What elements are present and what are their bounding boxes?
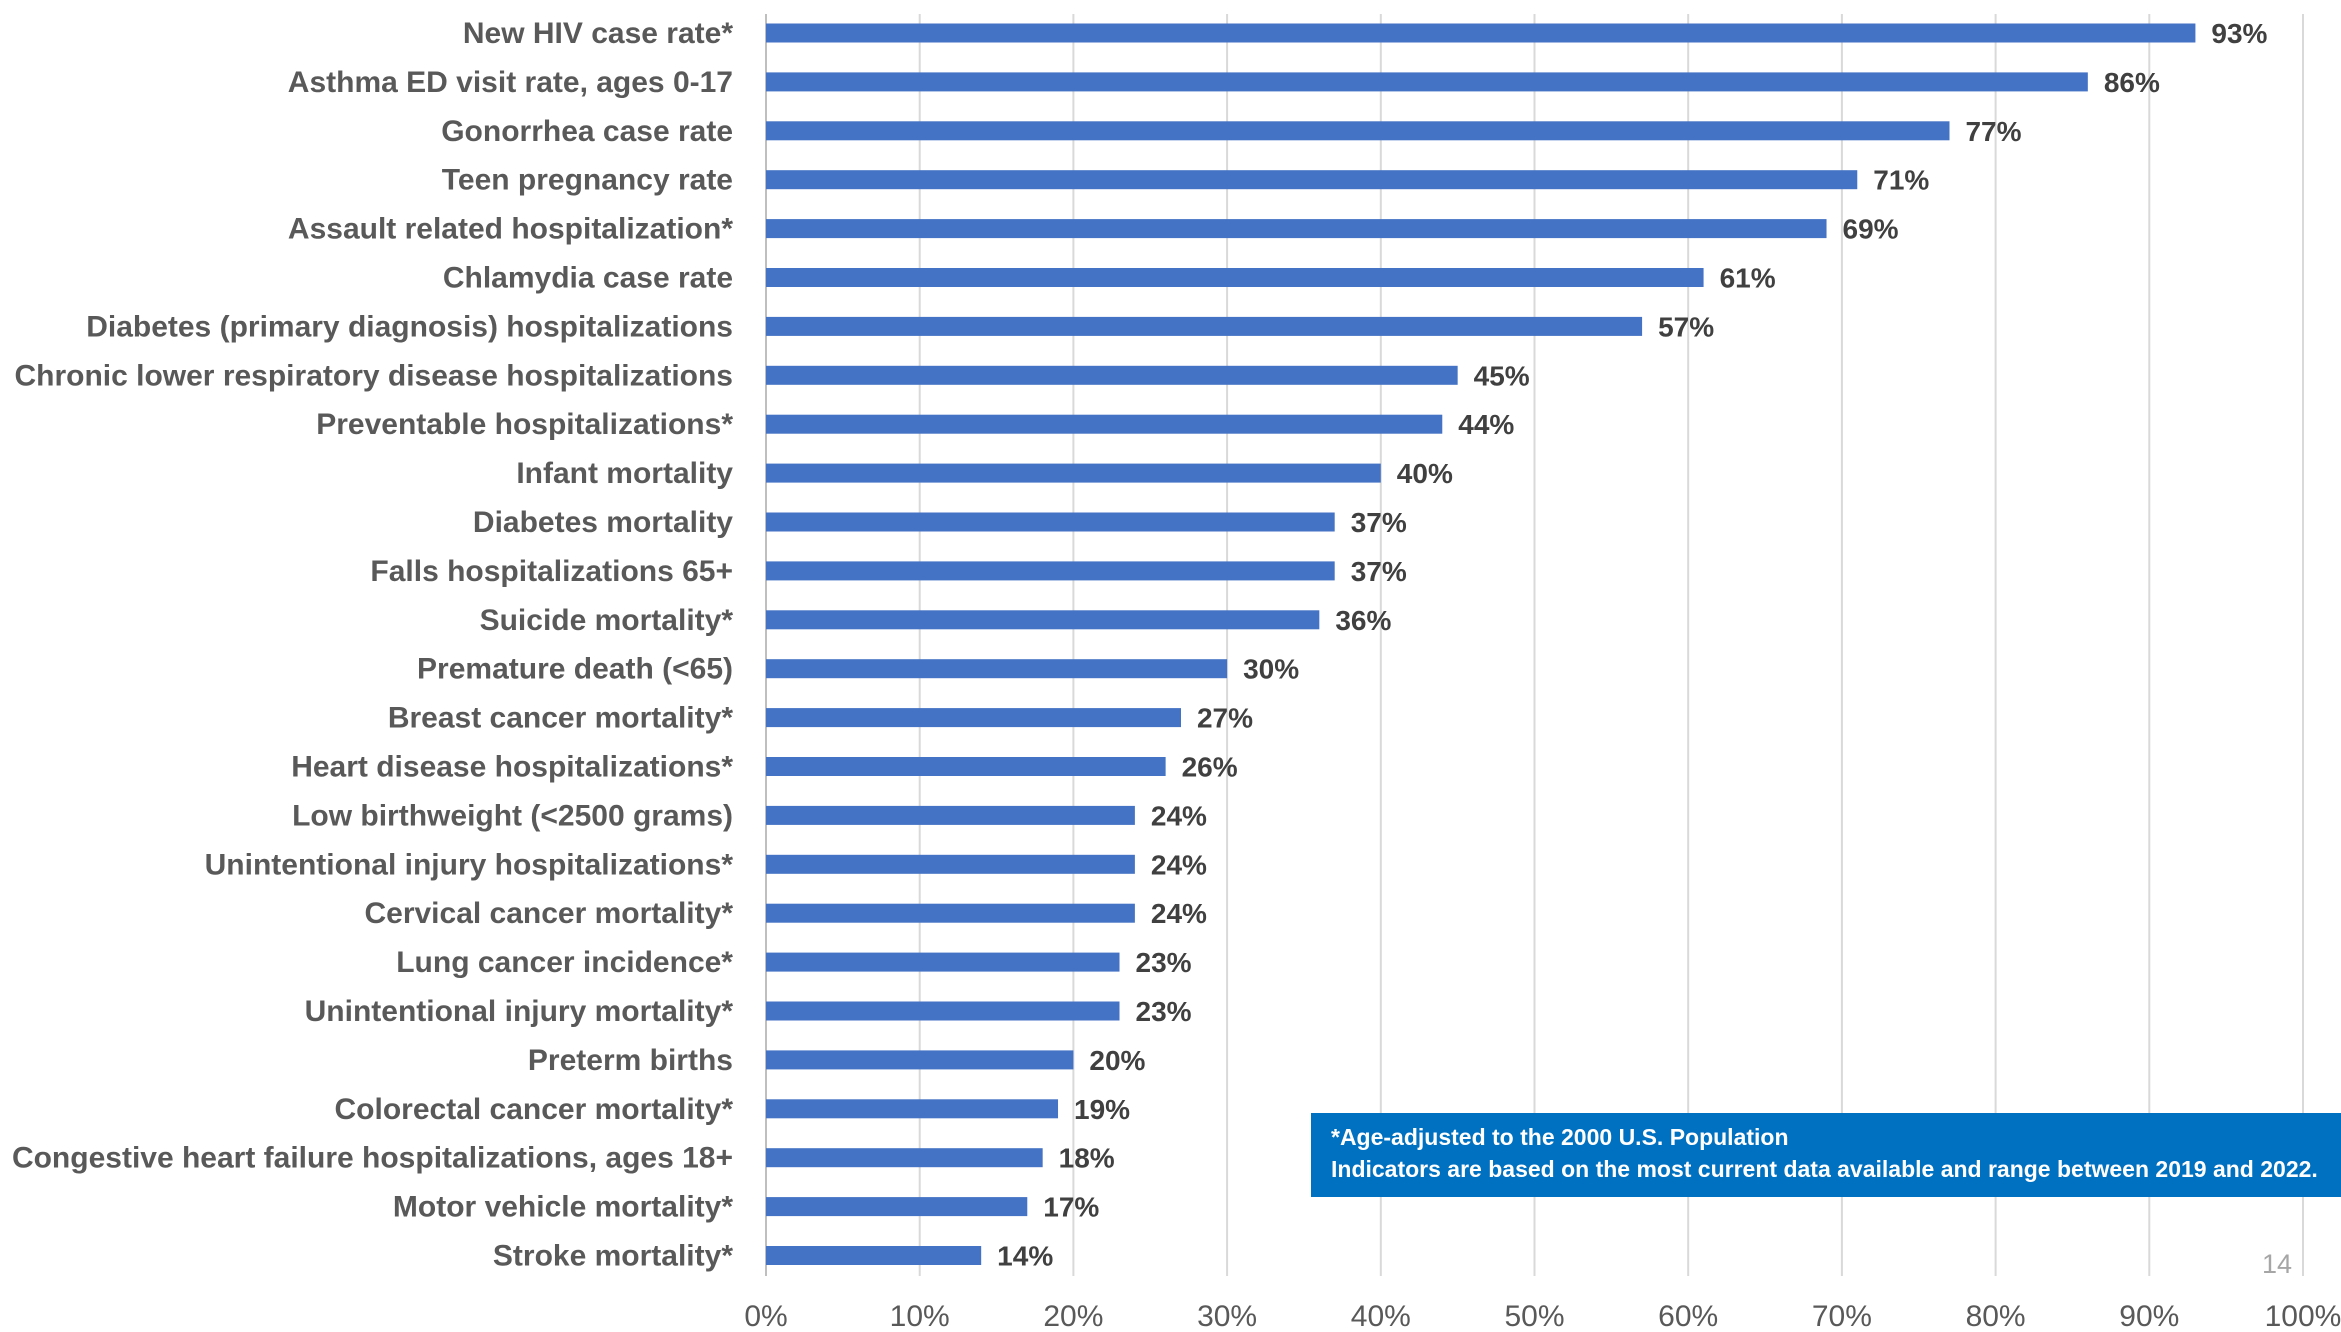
data-label: 19% [1074,1094,1130,1125]
bar [766,708,1181,728]
category-label: Falls hospitalizations 65+ [370,555,733,588]
bar [766,1050,1074,1070]
category-label: Unintentional injury hospitalizations* [205,848,734,881]
x-tick-label: 100% [2265,1300,2341,1332]
data-label: 69% [1843,214,1899,245]
category-label: Gonorrhea case rate [441,115,733,148]
x-axis-tick-labels: 0% 10% 20% 30% 40% 50% 60% 70% 80% 90% 100% [744,1300,2341,1332]
page-number: 14 [2262,1249,2293,1279]
bar [766,170,1858,190]
data-label: 30% [1243,654,1299,685]
category-label: Teen pregnancy rate [442,164,733,197]
data-label: 24% [1151,800,1207,831]
category-label: Colorectal cancer mortality* [335,1093,734,1126]
data-label: 23% [1136,996,1192,1027]
x-tick-label: 30% [1197,1300,1257,1332]
bar [766,659,1228,679]
bar [766,268,1704,287]
category-label: Low birthweight (<2500 grams) [292,799,733,832]
category-label: Cervical cancer mortality* [364,897,733,930]
bar [766,952,1120,972]
data-label: 17% [1043,1192,1099,1223]
category-label: Assault related hospitalization* [288,213,733,246]
bar [766,219,1827,239]
bar [766,512,1335,532]
data-label: 77% [1965,116,2021,147]
bar [766,854,1135,874]
bars [766,23,2196,1265]
data-label: 14% [997,1241,1053,1272]
footnote-box: *Age-adjusted to the 2000 U.S. Populatio… [1311,1113,2341,1197]
category-label: Suicide mortality* [480,604,734,637]
category-labels: New HIV case rate* Asthma ED visit rate, … [12,17,733,1273]
bar [766,1001,1120,1021]
bar [766,463,1381,483]
category-label: Preventable hospitalizations* [316,408,733,441]
category-label: Lung cancer incidence* [396,946,733,979]
x-tick-label: 20% [1043,1300,1103,1332]
category-label: Asthma ED visit rate, ages 0-17 [288,66,733,99]
category-label: Chlamydia case rate [443,262,733,295]
bar [766,23,2196,43]
footnote-line-1: *Age-adjusted to the 2000 U.S. Populatio… [1331,1124,1789,1150]
data-label: 24% [1151,898,1207,929]
category-label: Diabetes (primary diagnosis) hospitaliza… [86,310,733,343]
category-label: Breast cancer mortality* [388,702,733,735]
bar [766,72,2088,92]
data-label: 37% [1351,556,1407,587]
x-tick-label: 10% [890,1300,950,1332]
data-label: 24% [1151,849,1207,880]
category-label: Chronic lower respiratory disease hospit… [14,359,733,392]
category-label: Unintentional injury mortality* [305,995,734,1028]
data-label: 37% [1351,507,1407,538]
data-label: 93% [2211,18,2267,49]
data-label: 36% [1335,605,1391,636]
x-tick-label: 80% [1966,1300,2026,1332]
bar [766,805,1135,825]
x-tick-label: 50% [1504,1300,1564,1332]
data-label: 26% [1182,752,1238,783]
data-label: 40% [1397,458,1453,489]
bar [766,316,1643,336]
category-label: Congestive heart failure hospitalization… [12,1142,733,1175]
category-label: Diabetes mortality [473,506,733,539]
category-label: New HIV case rate* [463,17,733,50]
data-label: 61% [1720,263,1776,294]
category-label: Preterm births [528,1044,733,1077]
bar [766,1099,1059,1119]
category-label: Premature death (<65) [417,653,733,686]
data-label: 18% [1059,1143,1115,1174]
x-tick-label: 0% [744,1300,787,1332]
category-label: Heart disease hospitalizations* [291,751,733,784]
data-label: 27% [1197,703,1253,734]
bar [766,365,1458,385]
bar [766,414,1443,434]
category-label: Infant mortality [516,457,733,490]
data-label: 45% [1474,360,1530,391]
data-label: 23% [1136,947,1192,978]
x-tick-label: 90% [2119,1300,2179,1332]
category-label: Stroke mortality* [493,1240,733,1273]
data-label: 86% [2104,67,2160,98]
data-label: 20% [1089,1045,1145,1076]
bar [766,121,1950,141]
bar [766,610,1320,630]
bar [766,561,1335,581]
bar [766,757,1166,776]
bar [766,903,1135,923]
bar [766,1148,1043,1168]
data-label: 57% [1658,311,1714,342]
data-label: 71% [1873,165,1929,196]
bar [766,1197,1028,1217]
gridlines [765,14,2304,1276]
footnote-line-2: Indicators are based on the most current… [1331,1156,2318,1182]
x-tick-label: 70% [1812,1300,1872,1332]
value-labels: 93% 86% 77% 71% 69% 61%57% 45% 44%40% 37% 37% 36% 3… [997,18,2267,1272]
data-label: 44% [1458,409,1514,440]
category-label: Motor vehicle mortality* [393,1191,733,1224]
bar [766,1246,982,1265]
x-tick-label: 60% [1658,1300,1718,1332]
x-tick-label: 40% [1351,1300,1411,1332]
